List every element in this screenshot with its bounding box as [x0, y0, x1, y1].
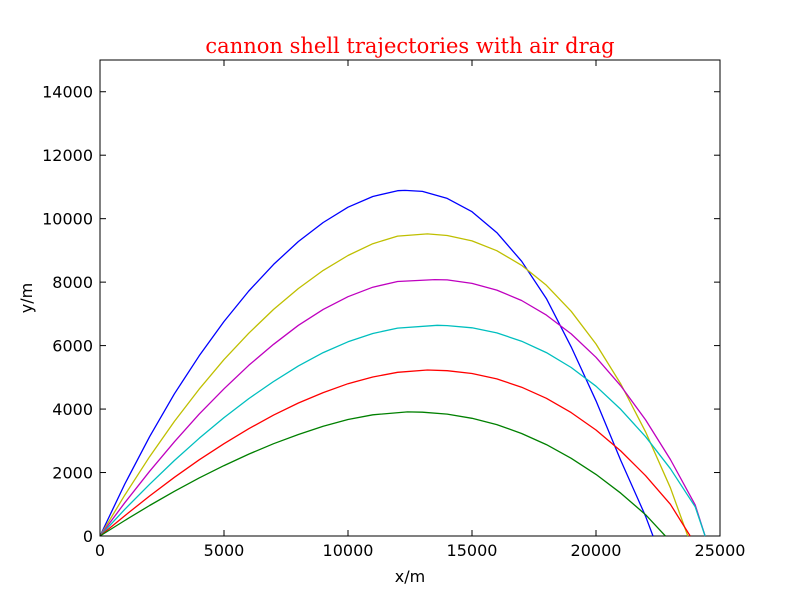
y-tick-label: 0	[83, 527, 93, 546]
trajectory-line-5	[99, 369, 691, 537]
trajectory-line-2	[99, 233, 689, 537]
trajectory-line-3	[99, 278, 706, 537]
x-tick-label: 0	[95, 541, 105, 560]
x-axis-label: x/m	[395, 567, 425, 586]
trajectory-line-4	[99, 324, 706, 537]
y-tick-label: 8000	[52, 273, 93, 292]
series-layer	[99, 189, 706, 537]
x-tick-label: 10000	[323, 541, 374, 560]
y-tick-label: 4000	[52, 400, 93, 419]
x-tick-label: 5000	[204, 541, 245, 560]
ticks-layer: 0 5000 10000 15000 20000 25000 0 2000 4000 6000 80…	[42, 60, 745, 560]
x-tick-label: 25000	[695, 541, 746, 560]
x-tick-label: 20000	[571, 541, 622, 560]
y-tick-label: 6000	[52, 337, 93, 356]
x-tick-label: 15000	[447, 541, 498, 560]
y-tick-label: 2000	[52, 464, 93, 483]
chart-title: cannon shell trajectories with air drag	[205, 34, 614, 58]
y-tick-label: 10000	[42, 210, 93, 229]
y-axis-label: y/m	[17, 283, 36, 313]
trajectory-line-6	[99, 411, 666, 537]
y-tick-label: 14000	[42, 83, 93, 102]
trajectory-line-1	[99, 189, 654, 537]
y-tick-label: 12000	[42, 146, 93, 165]
plot-area	[99, 59, 721, 537]
